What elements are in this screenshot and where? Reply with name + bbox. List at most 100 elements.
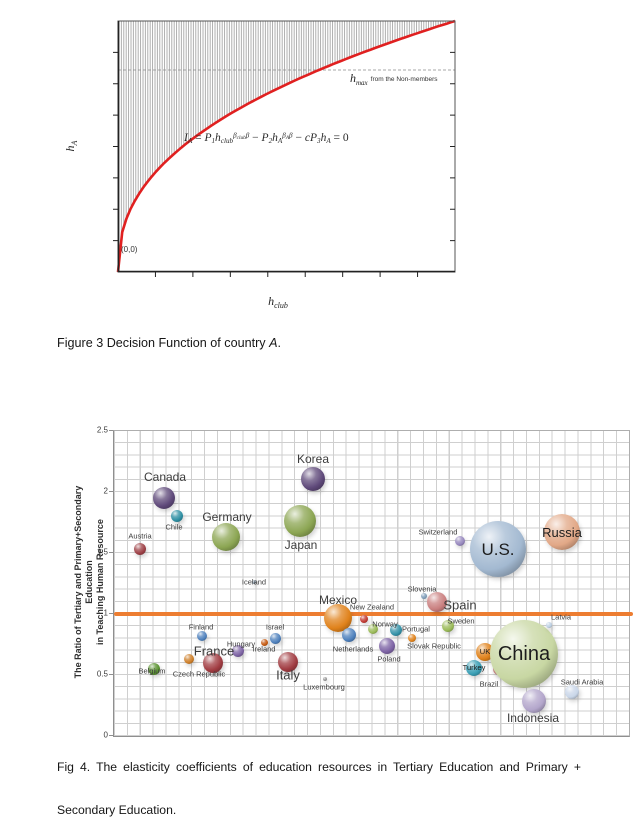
y-tick-mark (109, 430, 113, 431)
bubble-slovak-republic (408, 634, 416, 643)
bubble-czech-republic (184, 654, 194, 665)
reference-line-ratio-1 (114, 612, 633, 616)
bubble-uk: UK (476, 642, 494, 661)
formula-segment: 3 (317, 136, 321, 145)
bubble-label-canada: Canada (143, 470, 187, 485)
bubble-label-hungary: Hungary (226, 638, 256, 648)
bubble-u-s: U.S. (470, 521, 526, 578)
formula-segment: = (192, 132, 205, 144)
figure4-caption-line2: Secondary Education. (57, 803, 177, 817)
bubble-chile (171, 510, 183, 523)
bubble-label-indonesia: Indonesia (506, 710, 560, 725)
hmax-subscript: max (356, 79, 368, 87)
bubble-label-ireland: Ireland (252, 644, 276, 654)
figure4-caption: Fig 4. The elasticity coefficients of ed… (57, 757, 581, 822)
y-axis-subscript: A (70, 140, 79, 146)
y-tick-label-1.5: 1.5 (96, 547, 108, 557)
bubble-label-spain: Spain (443, 597, 477, 613)
formula-segment: club (236, 135, 246, 142)
bubble-label-brazil: Brazil (479, 679, 499, 689)
bubble-iceland (252, 580, 256, 585)
bubble-label-korea: Korea (296, 451, 330, 466)
bubble-israel (269, 632, 281, 644)
y-tick-mark (109, 613, 113, 614)
bubble-indonesia (522, 688, 546, 713)
y-title-line2: in Teaching Human Resource (95, 519, 105, 645)
bubble-korea (301, 466, 325, 491)
bubble-label-russia: Russia (542, 524, 582, 540)
bubble-finland (197, 630, 207, 641)
bubble-label-finland: Finland (188, 622, 214, 632)
bubble-hungary (232, 644, 244, 657)
bubble-label-slovenia: Slovenia (407, 583, 437, 593)
bubble-slovenia (421, 592, 427, 599)
y-tick-mark (109, 674, 113, 675)
bubble-label-saudi-arabia: Saudi Arabia (560, 677, 604, 687)
bubble-austria (134, 543, 146, 556)
formula-segment: − (292, 132, 305, 144)
bubble-france (203, 652, 223, 673)
x-axis-symbol: h (268, 294, 275, 308)
bubble-belgium (148, 662, 160, 675)
y-tick-label-2: 2 (103, 486, 108, 496)
formula-segment: β (282, 131, 286, 140)
formula-segment: β (289, 131, 293, 140)
bubble-mexico (324, 603, 352, 632)
caption-country: A (269, 336, 278, 350)
bubble-sweden (442, 620, 454, 633)
formula-segment: h (272, 132, 278, 144)
formula-segment: P (204, 132, 212, 144)
bubble-luxembourg (323, 676, 327, 681)
figure3-chart-svg (113, 19, 456, 277)
bubble-turkey: Turkey (463, 659, 485, 676)
formula-segment: club (220, 136, 234, 145)
figure3-plot: IA = P1hclubβclubβ − P2hAβAβ − cP3hA = 0 (113, 19, 456, 277)
bubble-canada (153, 487, 175, 510)
bubble-label-slovak-republic: Slovak Republic (407, 641, 461, 651)
formula-segment: P (261, 132, 269, 144)
bubble-label-u-s: U.S. (481, 539, 515, 559)
bubble-label-czech-republic: Czech Republic (172, 669, 226, 679)
bubble-label-france: France (193, 643, 235, 659)
figure3-x-axis-label: hclub (238, 294, 318, 310)
bubble-china: China (490, 620, 558, 689)
bubble-ireland (260, 638, 268, 646)
formula-segment: A (285, 135, 290, 142)
hmax-symbol: h (350, 71, 356, 85)
bubble-switzerland (455, 535, 465, 546)
bubble-label-israel: Israel (265, 622, 285, 632)
decision-formula: IA = P1hclubβclubβ − P2hAβAβ − cP3hA = 0 (184, 128, 349, 146)
bubble-label-belgium: Belgium (138, 666, 166, 676)
axis-ticks (113, 51, 455, 277)
figure4-caption-line1: Fig 4. The elasticity coefficients of ed… (57, 760, 581, 774)
bubble-label-latvia: Latvia (550, 612, 572, 622)
bubble-netherlands (342, 627, 356, 642)
bubble-label-china: China (497, 643, 551, 666)
bubble-label-austria: Austria (128, 531, 152, 541)
bubble-label-new-zealand: New Zealand (349, 602, 395, 612)
bubble-russia: Russia (542, 514, 582, 551)
x-axis-subscript: club (274, 301, 288, 310)
y-tick-label-0: 0 (103, 730, 108, 740)
formula-segment: A (277, 136, 283, 145)
bubble-new-zealand (360, 614, 368, 623)
formula-segment: = 0 (330, 132, 349, 144)
figure3-y-axis-label: hA (63, 129, 83, 163)
hatched-region (118, 21, 455, 272)
formula-segment: P (309, 132, 317, 144)
bubble-label-germany: Germany (202, 510, 252, 525)
y-title-line1: The Ratio of Tertiary and Primary+Second… (73, 485, 94, 679)
bubble-label-iceland: Iceland (241, 577, 267, 587)
bubble-portugal (390, 623, 402, 636)
origin-label: (0,0) (121, 245, 138, 254)
formula-segment: h (320, 132, 327, 144)
y-tick-mark (109, 552, 113, 553)
bubble-saudi-arabia (565, 685, 579, 700)
bubble-label-poland: Poland (377, 653, 401, 663)
y-tick-label-0.5: 0.5 (96, 669, 108, 679)
formula-segment: h (215, 132, 221, 144)
bubble-norway (368, 623, 378, 634)
y-tick-mark (109, 735, 113, 736)
formula-segment: A (187, 136, 193, 145)
